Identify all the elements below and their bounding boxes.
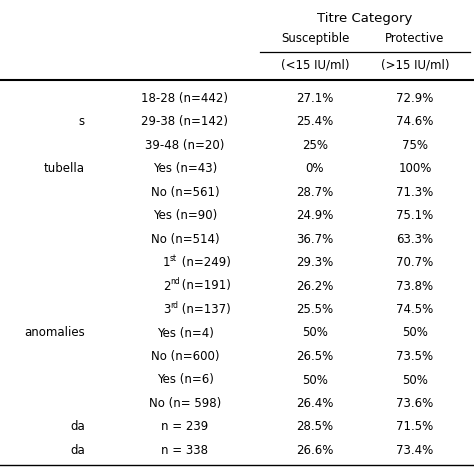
Text: da: da (70, 444, 85, 457)
Text: 36.7%: 36.7% (296, 233, 334, 246)
Text: rd: rd (170, 301, 178, 310)
Text: 50%: 50% (402, 374, 428, 386)
Text: 0%: 0% (306, 162, 324, 175)
Text: Yes (n=6): Yes (n=6) (156, 374, 213, 386)
Text: 73.8%: 73.8% (396, 280, 434, 292)
Text: No (n=561): No (n=561) (151, 185, 219, 199)
Text: n = 239: n = 239 (161, 420, 209, 434)
Text: Yes (n=43): Yes (n=43) (153, 162, 217, 175)
Text: 29.3%: 29.3% (296, 256, 334, 269)
Text: 27.1%: 27.1% (296, 91, 334, 104)
Text: 73.4%: 73.4% (396, 444, 434, 457)
Text: 28.5%: 28.5% (296, 420, 334, 434)
Text: 71.3%: 71.3% (396, 185, 434, 199)
Text: 3: 3 (163, 303, 170, 316)
Text: Susceptible: Susceptible (281, 31, 349, 45)
Text: 25%: 25% (302, 138, 328, 152)
Text: st: st (170, 254, 177, 263)
Text: (>15 IU/ml): (>15 IU/ml) (381, 58, 449, 72)
Text: 29-38 (n=142): 29-38 (n=142) (142, 115, 228, 128)
Text: No (n= 598): No (n= 598) (149, 397, 221, 410)
Text: 75.1%: 75.1% (396, 209, 434, 222)
Text: 18-28 (n=442): 18-28 (n=442) (142, 91, 228, 104)
Text: 39-48 (n=20): 39-48 (n=20) (146, 138, 225, 152)
Text: 74.6%: 74.6% (396, 115, 434, 128)
Text: anomalies: anomalies (24, 327, 85, 339)
Text: 50%: 50% (402, 327, 428, 339)
Text: Yes (n=90): Yes (n=90) (153, 209, 217, 222)
Text: nd: nd (170, 277, 180, 286)
Text: Yes (n=4): Yes (n=4) (156, 327, 213, 339)
Text: (<15 IU/ml): (<15 IU/ml) (281, 58, 349, 72)
Text: 74.5%: 74.5% (396, 303, 434, 316)
Text: 50%: 50% (302, 327, 328, 339)
Text: 71.5%: 71.5% (396, 420, 434, 434)
Text: 25.4%: 25.4% (296, 115, 334, 128)
Text: 70.7%: 70.7% (396, 256, 434, 269)
Text: 26.2%: 26.2% (296, 280, 334, 292)
Text: 26.6%: 26.6% (296, 444, 334, 457)
Text: 24.9%: 24.9% (296, 209, 334, 222)
Text: 63.3%: 63.3% (396, 233, 434, 246)
Text: da: da (70, 420, 85, 434)
Text: (n=191): (n=191) (178, 280, 231, 292)
Text: 26.4%: 26.4% (296, 397, 334, 410)
Text: 100%: 100% (398, 162, 432, 175)
Text: n = 338: n = 338 (162, 444, 209, 457)
Text: 26.5%: 26.5% (296, 350, 334, 363)
Text: (n=249): (n=249) (178, 256, 231, 269)
Text: No (n=600): No (n=600) (151, 350, 219, 363)
Text: 28.7%: 28.7% (296, 185, 334, 199)
Text: 2: 2 (163, 280, 171, 292)
Text: 72.9%: 72.9% (396, 91, 434, 104)
Text: (n=137): (n=137) (178, 303, 231, 316)
Text: 75%: 75% (402, 138, 428, 152)
Text: No (n=514): No (n=514) (151, 233, 219, 246)
Text: 50%: 50% (302, 374, 328, 386)
Text: Titre Category: Titre Category (317, 11, 413, 25)
Text: 73.6%: 73.6% (396, 397, 434, 410)
Text: 73.5%: 73.5% (396, 350, 434, 363)
Text: s: s (79, 115, 85, 128)
Text: tubella: tubella (44, 162, 85, 175)
Text: Protective: Protective (385, 31, 445, 45)
Text: 1: 1 (163, 256, 171, 269)
Text: 25.5%: 25.5% (296, 303, 334, 316)
